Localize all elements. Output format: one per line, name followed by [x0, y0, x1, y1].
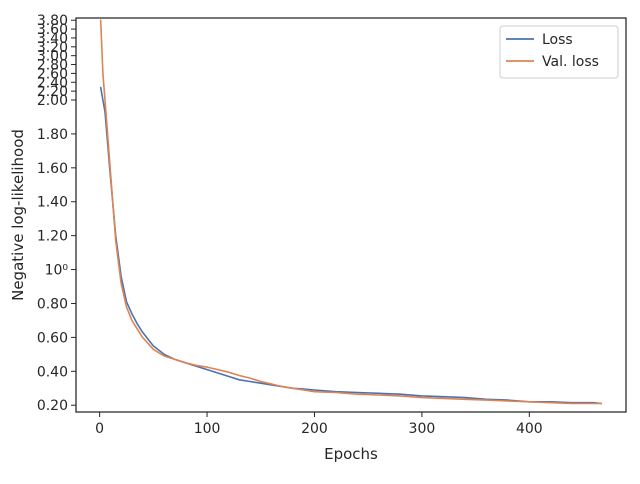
- y-tick-label: 3.60: [37, 22, 68, 38]
- legend-label: Val. loss: [542, 54, 599, 70]
- y-tick-label: 0.20: [37, 398, 68, 414]
- y-tick-label: 1.80: [37, 127, 68, 143]
- x-tick-label: 100: [194, 421, 221, 437]
- y-tick-label: 2.80: [37, 58, 68, 74]
- y-tick-label: 2.60: [37, 66, 68, 82]
- y-tick-label: 2.00: [37, 93, 68, 109]
- x-tick-label: 300: [409, 421, 436, 437]
- plot-frame: [75, 17, 627, 413]
- y-tick-label: 2.40: [37, 75, 68, 91]
- legend-label: Loss: [542, 32, 573, 48]
- x-axis-label: Epochs: [324, 445, 378, 463]
- x-tick-label: 200: [301, 421, 328, 437]
- y-tick-label: 1.40: [37, 195, 68, 211]
- y-tick-label: 10⁰: [45, 263, 69, 279]
- y-tick-label: 0.80: [37, 296, 68, 312]
- ticks-layer: 0 100 200 300 400 0.20 0.40 0.60 0.80 10⁰ 1.20 1.40…: [37, 13, 543, 437]
- y-tick-label: 2.20: [37, 84, 68, 100]
- y-tick-label: 1.20: [37, 229, 68, 245]
- x-tick-label: 400: [516, 421, 543, 437]
- y-tick-label: 1.60: [37, 161, 68, 177]
- y-tick-label: 0.60: [37, 330, 68, 346]
- series-line-val-loss: [99, 19, 603, 405]
- y-tick-label: 3.40: [37, 31, 68, 47]
- y-axis-label: Negative log-likelihood: [9, 129, 27, 301]
- x-tick-label: 0: [95, 421, 104, 437]
- y-tick-label: 0.40: [37, 364, 68, 380]
- y-tick-label: 3.80: [37, 13, 68, 29]
- series-layer: [99, 19, 603, 405]
- y-tick-label: 3.20: [37, 40, 68, 56]
- y-tick-label: 3.00: [37, 49, 68, 65]
- series-line-loss: [99, 86, 603, 405]
- legend: Loss Val. loss: [499, 25, 619, 79]
